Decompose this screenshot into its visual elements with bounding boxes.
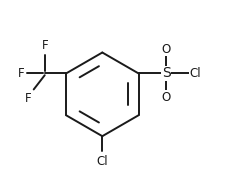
Text: O: O [161, 91, 170, 104]
Text: S: S [161, 66, 170, 80]
Text: F: F [25, 92, 32, 105]
Text: F: F [41, 39, 48, 52]
Text: O: O [161, 43, 170, 56]
Text: Cl: Cl [189, 67, 200, 80]
Text: F: F [18, 67, 24, 80]
Text: Cl: Cl [96, 155, 108, 168]
